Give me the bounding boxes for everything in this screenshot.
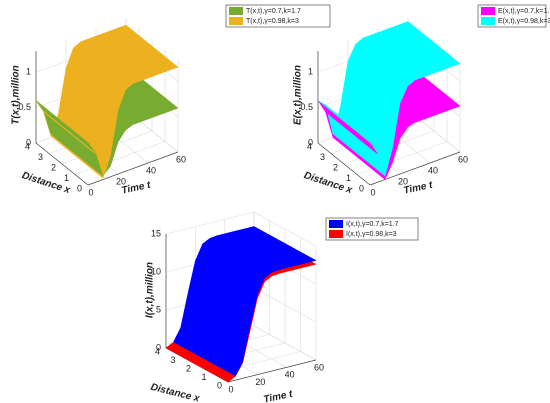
grid-line [74,141,166,175]
legend-swatch [481,17,495,25]
t-tick-label: 20 [398,176,408,186]
z-tick-label: 0 [26,137,31,147]
x-axis-label: Distance x [149,382,201,403]
legend-box [225,4,331,28]
surface-patch [35,100,96,153]
legend-swatch [329,220,343,228]
legend-label: T(x,t),γ=0.7,k=1.7 [246,8,301,15]
axis-line [87,151,179,186]
t-tick-label: 40 [285,370,295,380]
z-tick-label: 15 [151,228,161,238]
t-axis-label: Time t [263,389,295,403]
t-tick-label: 60 [314,362,324,372]
x-tick-label: 2 [333,162,338,172]
legend-swatch [229,17,243,25]
x-tick-label: 4 [307,141,312,151]
legend-label: E(x,t),γ=0.98,k=3 [498,18,550,25]
x-tick-label: 2 [186,363,191,373]
legend-swatch [481,7,495,15]
z-tick-label: 0 [156,342,161,352]
x-tick-label: 1 [201,372,206,382]
legend-label: E(x,t),γ=0.7,k=1.7 [498,8,550,15]
x-tick-label: 2 [51,162,56,172]
z-tick-label: 1 [26,67,31,77]
x-tick-label: 4 [155,346,160,356]
axis-line [317,142,371,186]
t-tick-label: 20 [255,377,265,387]
x-tick-label: 0 [217,380,222,390]
legend-swatch [229,7,243,15]
z-axis-label: I(x,t),million [145,262,156,318]
t-tick-label: 60 [176,154,186,164]
z-tick-label: 0 [308,137,313,147]
chart-panel: 00.51012340204060T(x,t),millionDistance … [11,4,331,197]
t-tick-label: 40 [146,165,156,175]
chart-panel: 00.51012340204060E(x,t),millionDistance … [293,4,550,197]
x-tick-label: 3 [170,355,175,365]
t-tick-label: 0 [370,187,375,197]
x-tick-label: 0 [77,183,82,193]
x-tick-label: 1 [64,173,69,183]
legend-label: I(x,t),γ=0.7,k=1.7 [346,221,399,228]
z-tick-label: 0.5 [300,102,313,112]
x-tick-label: 0 [359,183,364,193]
legend-swatch [329,230,343,238]
x-tick-label: 3 [320,152,325,162]
z-tick-label: 10 [151,266,161,276]
axis-line [35,142,89,186]
z-tick-label: 5 [156,304,161,314]
t-tick-label: 0 [88,187,93,197]
surface-patch [165,342,236,383]
x-tick-label: 1 [346,173,351,183]
grid-line [165,211,255,235]
t-tick-label: 0 [228,384,233,394]
t-tick-label: 40 [428,165,438,175]
legend-label: I(x,t),γ=0.98,k=3 [346,231,397,238]
legend-label: T(x,t),γ=0.98,k=3 [246,18,299,25]
surface-patch [317,100,378,148]
axis-line [227,359,317,383]
x-tick-label: 3 [38,152,43,162]
chart-panel: 051015012340204060I(x,t),millionDistance… [145,211,419,403]
legend-box [325,217,419,241]
z-axis-label: E(x,t),million [293,65,304,125]
z-tick-label: 0.5 [18,102,31,112]
z-tick-label: 1 [308,67,313,77]
t-tick-label: 20 [116,176,126,186]
x-tick-label: 4 [25,141,30,151]
t-tick-label: 60 [458,154,468,164]
z-axis-label: T(x,t),million [11,65,22,124]
